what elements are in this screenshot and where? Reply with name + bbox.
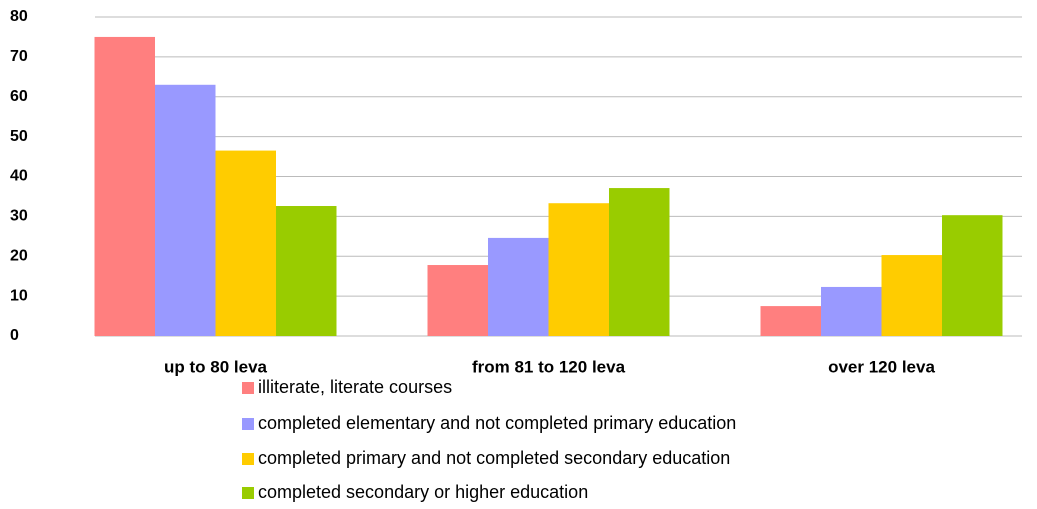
legend-label: completed elementary and not completed p… [258,413,736,433]
legend-swatch [242,487,254,499]
x-tick-label: up to 80 leva [164,357,268,376]
legend-swatch [242,382,254,394]
bar [155,84,216,336]
y-tick-label: 60 [10,88,28,105]
bar [881,255,942,336]
legend-label: illiterate, literate courses [258,377,452,397]
legend-swatch [242,418,254,430]
bar [488,237,549,336]
bar [276,206,337,336]
y-tick-label: 20 [10,247,28,264]
y-tick-label: 70 [10,48,28,65]
bar [609,188,670,336]
bar [427,265,488,336]
bar [215,150,276,336]
legend-background [230,373,870,509]
y-tick-label: 50 [10,128,28,145]
bar [760,306,821,336]
legend-label: completed secondary or higher education [258,482,588,502]
y-tick-label: 30 [10,208,28,225]
x-tick-label: over 120 leva [828,357,935,376]
bar [94,36,155,336]
y-tick-label: 80 [10,8,28,25]
legend-swatch [242,453,254,465]
y-tick-label: 10 [10,287,28,304]
bar [942,215,1003,336]
bar [548,203,609,336]
bar [821,286,882,336]
legend-label: completed primary and not completed seco… [258,448,730,468]
x-tick-label: from 81 to 120 leva [472,357,626,376]
y-tick-label: 40 [10,168,28,185]
y-tick-label: 0 [10,327,19,344]
